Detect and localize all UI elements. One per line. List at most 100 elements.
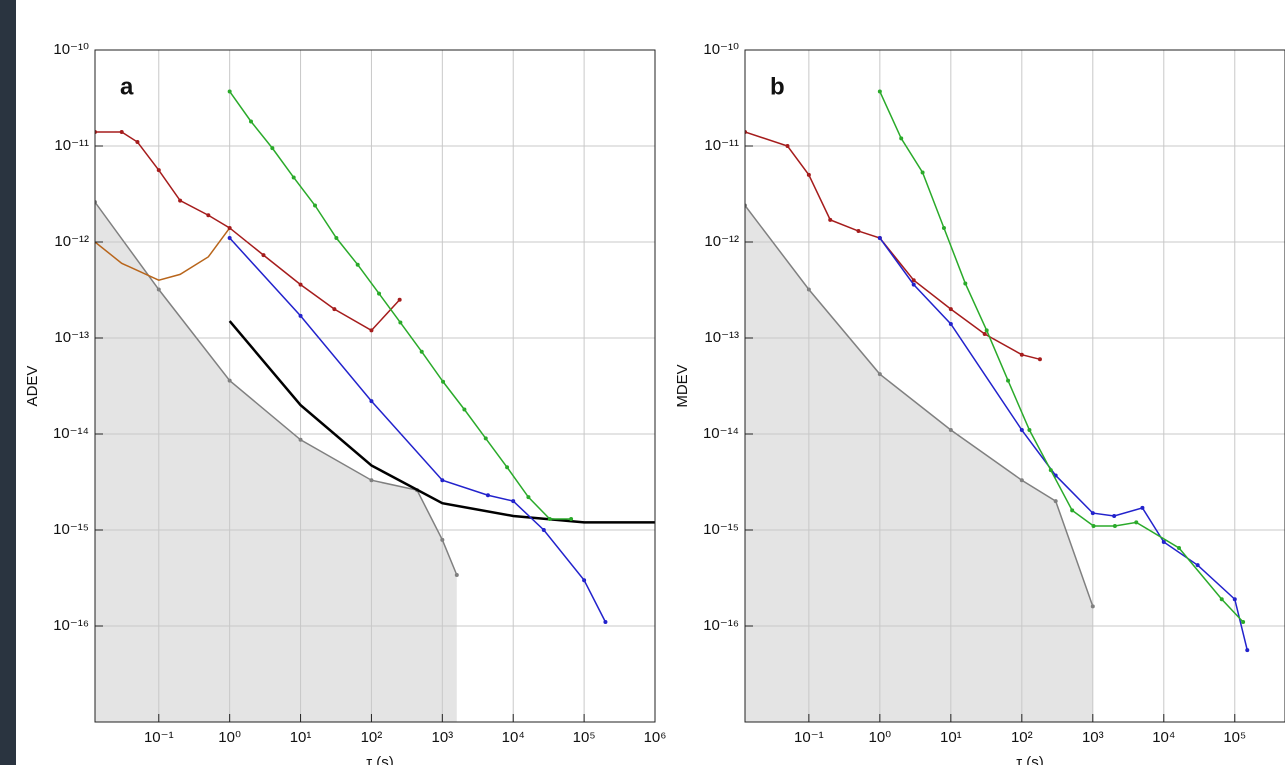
data-point: [911, 282, 916, 287]
x-tick-label: 10³: [1082, 729, 1104, 746]
x-tick-label: 10⁶: [644, 729, 667, 746]
x-axis-label: τ (s): [1016, 754, 1044, 765]
plot-frame: [94, 49, 656, 723]
x-tick-label: 10¹: [290, 729, 312, 746]
data-point: [313, 203, 318, 208]
data-point: [462, 407, 467, 412]
y-tick-label: 10⁻¹⁰: [703, 41, 739, 58]
y-tick-label: 10⁻¹⁴: [53, 425, 89, 442]
x-axis-label: τ (s): [366, 754, 394, 765]
data-point: [569, 517, 574, 522]
data-point: [397, 297, 402, 302]
data-point: [1027, 428, 1032, 433]
data-point: [298, 313, 303, 318]
data-point: [806, 287, 811, 292]
x-tick-label: 10⁴: [1152, 729, 1175, 746]
data-point: [1048, 468, 1053, 473]
data-point: [948, 428, 953, 433]
series-line: [95, 201, 458, 576]
data-point: [1140, 505, 1145, 510]
data-point: [877, 372, 882, 377]
series-line: [95, 227, 231, 281]
panel: 10⁻¹⁰ 10⁻¹¹ 10⁻¹² 10⁻¹³ 10⁻¹⁴ 10⁻¹⁵ 10⁻¹⁶ 10⁻¹ 1…: [674, 41, 1285, 765]
data-point: [298, 282, 303, 287]
data-point: [963, 281, 968, 286]
y-tick-label: 10⁻¹²: [54, 233, 89, 250]
data-point: [440, 478, 445, 483]
x-tick-label: 10³: [431, 729, 453, 746]
y-tick-label: 10⁻¹⁶: [703, 617, 739, 634]
panel: 10⁻¹⁰ 10⁻¹¹ 10⁻¹² 10⁻¹³ 10⁻¹⁴ 10⁻¹⁵ 10⁻¹⁶ 10⁻¹ 1…: [24, 41, 666, 765]
data-point: [156, 168, 161, 173]
data-point: [511, 499, 516, 504]
x-tick-label: 10⁴: [502, 729, 525, 746]
data-point: [877, 236, 882, 241]
y-axis-label: MDEV: [674, 364, 691, 407]
data-point: [1090, 511, 1095, 516]
data-point: [1070, 508, 1075, 513]
data-point: [1091, 524, 1096, 529]
x-tick-label: 10⁻¹: [144, 729, 174, 746]
panel-label: a: [120, 73, 134, 100]
data-point: [920, 170, 925, 175]
panel-label: b: [770, 73, 785, 100]
plot-area: [745, 50, 1285, 722]
data-point: [1019, 478, 1024, 483]
data-point: [291, 175, 296, 180]
data-point: [369, 399, 374, 404]
data-point: [828, 217, 833, 222]
data-point: [547, 517, 552, 522]
data-point: [856, 229, 861, 234]
data-point: [261, 253, 266, 258]
data-point: [1177, 545, 1182, 550]
data-point: [806, 172, 811, 177]
series-line: [879, 91, 1244, 623]
data-point: [440, 537, 445, 542]
x-tick-label: 10⁰: [218, 729, 241, 746]
data-point: [454, 572, 459, 577]
x-tick-label: 10⁵: [1223, 729, 1246, 746]
data-point: [541, 528, 546, 532]
y-tick-label: 10⁻¹⁶: [53, 617, 89, 634]
data-point: [156, 287, 161, 292]
data-point: [1161, 539, 1166, 544]
x-tick-label: 10⁻¹: [794, 729, 824, 746]
data-point: [1219, 597, 1224, 602]
y-axis-label: ADEV: [24, 366, 41, 407]
data-point: [1090, 604, 1095, 609]
y-tick-label: 10⁻¹³: [54, 329, 89, 346]
shaded-area: [745, 205, 1093, 722]
data-point: [582, 578, 587, 583]
data-point: [135, 140, 140, 145]
data-point: [1245, 648, 1250, 653]
data-point: [334, 236, 339, 241]
y-tick-label: 10⁻¹⁴: [703, 425, 739, 442]
data-point: [355, 262, 360, 267]
data-point: [227, 378, 232, 383]
data-point: [1019, 428, 1024, 433]
data-point: [398, 320, 403, 325]
data-point: [877, 89, 882, 94]
data-point: [419, 349, 424, 354]
data-point: [369, 328, 374, 333]
data-point: [785, 144, 790, 148]
data-point: [1112, 524, 1117, 529]
data-point: [1134, 520, 1139, 525]
data-point: [1019, 352, 1024, 357]
data-point: [1195, 563, 1200, 568]
series-line: [879, 237, 1248, 651]
series-line: [95, 131, 401, 332]
y-tick-label: 10⁻¹¹: [54, 137, 89, 154]
x-tick-label: 10²: [1011, 729, 1033, 746]
y-tick-label: 10⁻¹⁵: [53, 521, 89, 538]
plot-frame: [744, 49, 1285, 723]
data-point: [1112, 513, 1117, 518]
data-point: [270, 146, 275, 151]
data-point: [119, 129, 124, 134]
data-point: [1006, 378, 1011, 383]
background-strip: [0, 0, 16, 765]
y-tick-label: 10⁻¹¹: [704, 137, 739, 154]
data-point: [369, 478, 374, 483]
x-tick-label: 10¹: [940, 729, 962, 746]
